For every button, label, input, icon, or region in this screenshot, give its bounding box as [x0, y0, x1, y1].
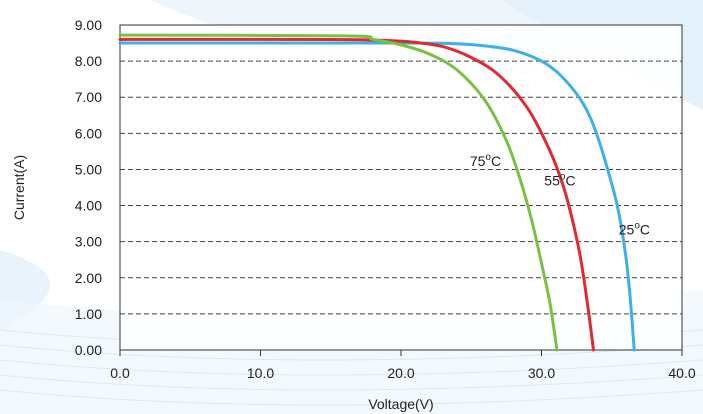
x-tick-label: 40.0	[668, 365, 695, 381]
y-tick-label: 8.00	[75, 53, 102, 69]
series-label-degree: o	[634, 220, 640, 231]
y-tick-label: 7.00	[75, 89, 102, 105]
y-tick-label: 9.00	[75, 17, 102, 33]
axes	[119, 24, 683, 356]
series-label-degree: o	[485, 152, 491, 163]
x-tick-label: 30.0	[528, 365, 555, 381]
plot-area	[120, 25, 682, 350]
series-label-number: 75	[470, 153, 486, 169]
plot-frame	[119, 24, 683, 351]
y-tick-label: 5.00	[75, 161, 102, 177]
x-axis-title: Voltage(V)	[368, 396, 433, 412]
series-lines	[118, 33, 636, 352]
series-line-2	[118, 33, 559, 352]
y-tick-label: 2.00	[75, 270, 102, 286]
x-tick-label: 10.0	[247, 365, 274, 381]
series-label-unit: C	[491, 153, 501, 169]
series-label-1: 55oC	[544, 172, 575, 189]
y-tick-label: 3.00	[75, 234, 102, 250]
x-tick-label: 20.0	[387, 365, 414, 381]
series-label-number: 25	[619, 221, 635, 237]
y-axis-title: Current(A)	[11, 155, 27, 220]
tick-labels: 0.00 1.00 2.00 3.00 4.00 5.00 6.00 7.00 8.00 9.00…	[75, 17, 696, 381]
y-tick-label: 1.00	[75, 306, 102, 322]
series-label-2: 75oC	[470, 152, 501, 169]
x-tick-label: 0.0	[110, 365, 130, 381]
series-label-unit: C	[640, 221, 650, 237]
series-label-degree: o	[560, 172, 566, 183]
y-tick-label: 0.00	[75, 342, 102, 358]
series-label-0: 25oC	[619, 220, 650, 237]
series-label-unit: C	[565, 173, 575, 189]
series-label-number: 55	[544, 173, 560, 189]
y-tick-label: 6.00	[75, 125, 102, 141]
series-line-0	[118, 41, 636, 352]
y-tick-label: 4.00	[75, 198, 102, 214]
